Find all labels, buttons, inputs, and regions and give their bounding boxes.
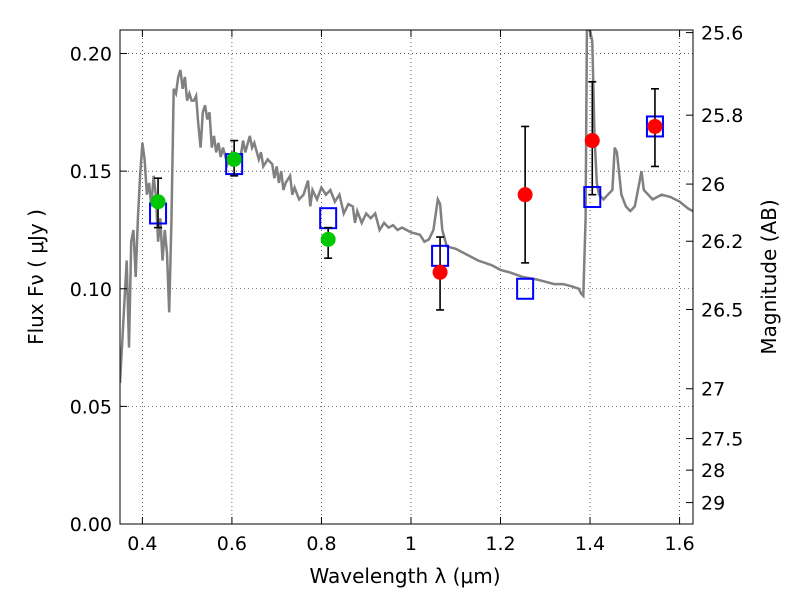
x-axis-label: Wavelength λ (μm): [309, 564, 500, 588]
y2-tick-label-1: 25.8: [701, 105, 743, 127]
model-spectrum: [120, 30, 693, 383]
y2-tick-label-8: 29: [701, 493, 725, 515]
y2-axis: 25.6 25.8 26 26.2 26.5 27 27.5 28 29: [686, 23, 743, 515]
x-tick-label-2: 0.8: [306, 533, 336, 555]
y2-tick-label-7: 28: [701, 460, 725, 482]
x-tick-label-4: 1.2: [485, 533, 515, 555]
x-tick-label-3: 1: [405, 533, 417, 555]
photometry-points: [149, 80, 664, 311]
y2-axis-label: Magnitude (AB): [757, 199, 781, 354]
data-point-2-2: [320, 231, 336, 247]
y-axis: 0.00 0.05 0.10 0.15 0.20: [70, 44, 127, 536]
x-tick-label-0: 0.4: [127, 533, 157, 555]
x-tick-label-6: 1.6: [664, 533, 694, 555]
data-point-3-3: [647, 118, 663, 134]
data-point-3-2: [584, 133, 600, 149]
spectrum-line: [120, 30, 693, 383]
data-point-3-1: [517, 187, 533, 203]
y2-tick-label-2: 26: [701, 174, 725, 196]
model-square-4: [516, 277, 535, 300]
x-tick-label-1: 0.6: [217, 533, 247, 555]
y-tick-label-2: 0.10: [70, 279, 112, 301]
y-tick-label-4: 0.20: [70, 44, 112, 66]
plot-frame: [119, 29, 694, 525]
y2-tick-label-6: 27.5: [701, 429, 743, 451]
x-tick-label-5: 1.4: [575, 533, 605, 555]
grid-lines: [120, 30, 693, 525]
y2-tick-label-0: 25.6: [701, 23, 743, 45]
y-tick-label-3: 0.15: [70, 161, 112, 183]
x-axis: 0.4 0.6 0.8 1 1.2 1.4 1.6: [127, 30, 695, 555]
model-square-2: [319, 207, 338, 230]
data-point-2-0: [150, 194, 166, 210]
data-point-2-1: [226, 151, 242, 167]
y-tick-label-1: 0.05: [70, 396, 112, 418]
y-axis-label: Flux Fν ( μJy ): [24, 209, 48, 345]
data-point-3-0: [432, 264, 448, 280]
y-tick-label-0: 0.00: [70, 514, 112, 536]
y2-tick-label-3: 26.2: [701, 231, 743, 253]
y2-tick-label-4: 26.5: [701, 299, 743, 321]
y2-tick-label-5: 27: [701, 379, 725, 401]
